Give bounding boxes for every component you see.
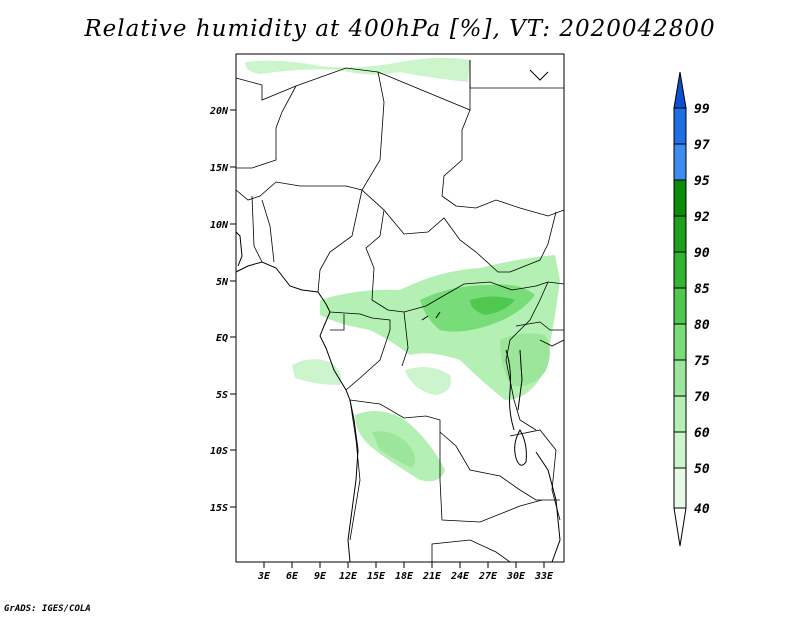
colorbar-label: 99	[694, 102, 710, 117]
shade-central-inner	[470, 296, 515, 315]
lat-label: 10S	[210, 446, 228, 457]
chart-title: Relative humidity at 400hPa [%], VT: 202…	[84, 16, 716, 42]
shade-west-coast	[292, 359, 342, 385]
lon-label: 21E	[422, 571, 442, 582]
lat-label: EQ	[216, 333, 228, 344]
colorbar-label: 92	[694, 210, 710, 225]
colorbar: 99 97 95 92 90 85 80 75 70 60 50 40	[673, 71, 710, 547]
shade-angola-inner	[372, 431, 416, 468]
colorbar-seg-85-90	[673, 251, 687, 289]
colorbar-seg-70-75	[673, 359, 687, 397]
colorbar-seg-50-60	[673, 431, 687, 469]
lat-label: 15N	[210, 163, 229, 174]
colorbar-seg-75-80	[673, 323, 687, 361]
shade-east-lakes	[500, 333, 550, 387]
map-frame	[235, 53, 565, 563]
colorbar-bottom-arrow	[673, 507, 687, 547]
lat-label: 5N	[216, 277, 229, 288]
lat-label: 15S	[210, 503, 228, 514]
colorbar-label: 80	[694, 318, 710, 333]
lon-label: 33E	[534, 571, 554, 582]
lon-label: 27E	[478, 571, 498, 582]
colorbar-seg-80-85	[673, 287, 687, 325]
colorbar-label: 50	[694, 462, 710, 477]
coastline	[235, 69, 561, 563]
lon-label: 15E	[367, 571, 386, 582]
lon-axis: 3E 6E 9E 12E 15E 18E 21E 24E 27E 30E 33E	[257, 562, 554, 582]
colorbar-seg-92-95	[673, 179, 687, 217]
lon-label: 30E	[506, 571, 526, 582]
colorbar-seg-90-92	[673, 215, 687, 253]
colorbar-seg-40-50	[673, 467, 687, 509]
lat-label: 20N	[209, 106, 229, 117]
colorbar-label: 75	[694, 354, 710, 369]
colorbar-seg-95-97	[673, 143, 687, 181]
shade-congo-mid	[405, 366, 451, 395]
colorbar-label: 60	[694, 426, 710, 441]
lon-label: 3E	[257, 571, 271, 582]
lon-label: 18E	[395, 571, 414, 582]
lon-label: 9E	[314, 571, 327, 582]
colorbar-seg-60-70	[673, 395, 687, 433]
lon-label: 24E	[450, 571, 470, 582]
colorbar-label: 97	[694, 138, 710, 153]
colorbar-label: 70	[694, 390, 710, 405]
shade-north	[245, 57, 470, 82]
colorbar-label: 90	[694, 246, 710, 261]
colorbar-top-arrow	[673, 71, 687, 109]
colorbar-label: 40	[694, 502, 710, 517]
country-borders	[235, 60, 565, 563]
colorbar-label: 95	[694, 174, 710, 189]
lat-axis: 20N 15N 10N 5N EQ 5S 10S 15S	[209, 106, 236, 514]
humidity-shading	[245, 57, 560, 482]
lat-label: 5S	[216, 390, 228, 401]
lon-label: 12E	[339, 571, 358, 582]
lat-label: 10N	[210, 220, 229, 231]
lon-label: 6E	[286, 571, 299, 582]
colorbar-label: 85	[694, 282, 710, 297]
colorbar-seg-97-99	[673, 107, 687, 145]
grads-credit: GrADS: IGES/COLA	[4, 604, 91, 614]
